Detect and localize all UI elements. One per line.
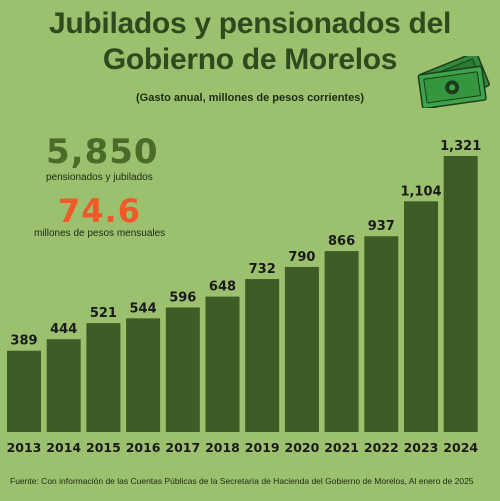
category-label-2021: 2021 xyxy=(324,440,359,455)
bar-2024 xyxy=(443,156,478,432)
value-label-2018: 648 xyxy=(209,280,236,295)
category-label-2016: 2016 xyxy=(126,440,161,455)
bar-2015 xyxy=(86,323,121,432)
value-label-2022: 937 xyxy=(368,219,395,234)
category-label-2017: 2017 xyxy=(165,440,200,455)
bar-2020 xyxy=(284,266,319,432)
category-label-2023: 2023 xyxy=(404,440,439,455)
chart-title: Jubilados y pensionados del Gobierno de … xyxy=(0,6,500,78)
value-label-2014: 444 xyxy=(50,322,77,337)
category-label-2015: 2015 xyxy=(86,440,121,455)
value-label-2015: 521 xyxy=(90,306,117,321)
category-label-2024: 2024 xyxy=(443,440,478,455)
bar-2018 xyxy=(205,296,240,432)
value-label-2013: 389 xyxy=(10,334,37,349)
category-label-2013: 2013 xyxy=(7,440,42,455)
category-label-2019: 2019 xyxy=(245,440,280,455)
value-label-2024: 1,321 xyxy=(440,139,481,154)
category-label-2020: 2020 xyxy=(285,440,320,455)
monthly-spend-label: millones de pesos mensuales xyxy=(34,228,166,239)
value-label-2016: 544 xyxy=(130,301,157,316)
money-bill-icon xyxy=(414,51,496,113)
bar-2022 xyxy=(364,236,399,432)
bar-2023 xyxy=(404,201,438,432)
bar-2017 xyxy=(165,307,200,432)
bar-group: 389 2013 444 2014 521 2015 544 2016 596 2017 648 20… xyxy=(7,139,482,455)
value-label-2020: 790 xyxy=(288,250,315,265)
chart-subtitle: (Gasto anual, millones de pesos corrient… xyxy=(135,92,364,104)
bar-2021 xyxy=(324,251,359,432)
value-label-2019: 732 xyxy=(249,262,276,277)
bar-2013 xyxy=(7,350,41,432)
title-line-2: Gobierno de Morelos xyxy=(102,43,398,76)
bar-2014 xyxy=(46,339,81,432)
value-label-2023: 1,104 xyxy=(400,184,441,199)
value-label-2021: 866 xyxy=(328,234,355,249)
monthly-spend-value: 74.6 xyxy=(58,192,141,230)
bar-2019 xyxy=(245,279,280,432)
category-label-2014: 2014 xyxy=(46,440,81,455)
retirees-count: 5,850 xyxy=(46,132,159,172)
category-label-2022: 2022 xyxy=(364,440,399,455)
value-label-2017: 596 xyxy=(169,290,196,305)
source-note: Fuente: Con información de las Cuentas P… xyxy=(10,476,474,486)
title-line-1: Jubilados y pensionados del xyxy=(49,7,451,40)
bar-2016 xyxy=(126,318,161,432)
category-label-2018: 2018 xyxy=(205,440,240,455)
retirees-count-label: pensionados y jubilados xyxy=(46,172,153,183)
